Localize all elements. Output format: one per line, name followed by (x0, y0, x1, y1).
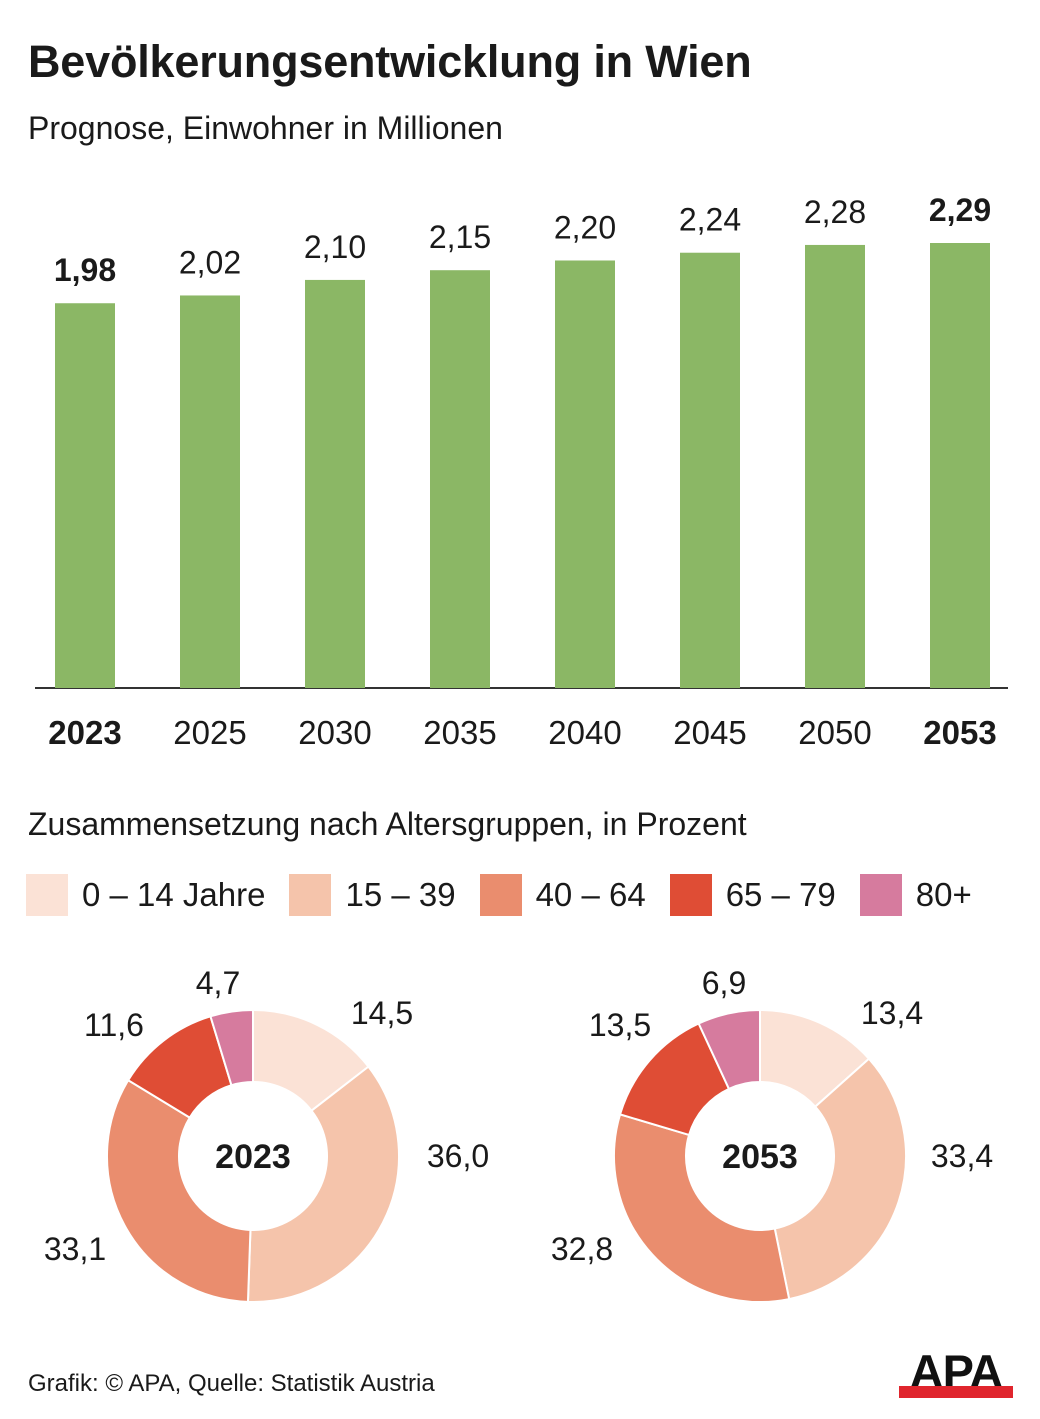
bar-2035 (430, 270, 490, 688)
donut-2053-label-40-64: 32,8 (551, 1231, 613, 1267)
x-tick-label-2030: 2030 (298, 714, 371, 751)
population-bar-chart: 1,98 2023 2,02 2025 2,10 2030 2,15 2035 2,20 2040… (35, 192, 1008, 751)
legend-swatch-0-14 (26, 874, 68, 916)
legend-swatch-40-64 (479, 874, 522, 916)
legend-swatch-15-39 (289, 874, 332, 916)
legend-label-40-64: 40 – 64 (535, 876, 646, 913)
source-footer: Grafik: © APA, Quelle: Statistik Austria (28, 1370, 435, 1397)
legend-swatch-65-79 (669, 874, 712, 916)
x-tick-label-2050: 2050 (798, 714, 871, 751)
donut-2053-slice-40-64 (613, 1113, 791, 1303)
bar-2040 (555, 260, 615, 688)
bar-value-label-2030: 2,10 (304, 229, 366, 265)
donut-2053-slice-15-39 (773, 1057, 907, 1301)
chart-subtitle: Prognose, Einwohner in Millionen (28, 110, 503, 146)
legend-label-15-39: 15 – 39 (345, 876, 456, 913)
bar-value-label-2025: 2,02 (179, 244, 241, 280)
donut-2053-label-65-79: 13,5 (589, 1007, 651, 1043)
donut-2053-slice-80-plus (697, 1008, 761, 1091)
legend-item-40-64: 40 – 64 (479, 874, 646, 916)
legend-item-15-39: 15 – 39 (289, 874, 456, 916)
legend-item-65-79: 65 – 79 (669, 874, 836, 916)
x-tick-label-2045: 2045 (673, 714, 746, 751)
apa-logo: APA (899, 1345, 1013, 1398)
x-tick-label-2025: 2025 (173, 714, 246, 751)
x-tick-label-2040: 2040 (548, 714, 621, 751)
donut-2023-label-80-plus: 4,7 (196, 965, 240, 1001)
bar-2023 (55, 303, 115, 688)
bar-2045 (680, 252, 740, 688)
age-groups-title: Zusammensetzung nach Altersgruppen, in P… (28, 806, 747, 842)
legend-item-0-14: 0 – 14 Jahre (26, 874, 265, 916)
apa-logo-bar (899, 1386, 1013, 1398)
legend-label-0-14: 0 – 14 Jahre (82, 876, 266, 913)
bar-value-label-2045: 2,24 (679, 202, 741, 238)
bar-2025 (180, 295, 240, 688)
donut-2023-slice-15-39 (246, 1065, 400, 1303)
legend-label-80-plus: 80+ (915, 876, 972, 913)
donut-2023-slice-40-64 (106, 1078, 252, 1303)
bar-2030 (305, 279, 365, 688)
age-groups-legend: 0 – 14 Jahre 15 – 39 40 – 64 65 – 79 80+ (26, 874, 972, 916)
bar-value-label-2023: 1,98 (54, 252, 116, 288)
legend-label-65-79: 65 – 79 (725, 876, 836, 913)
bar-2050 (805, 244, 865, 688)
donut-2053-label-15-39: 33,4 (931, 1138, 993, 1174)
age-groups-donut-charts: 14,5 36,0 33,1 11,6 4,7 2023 13,4 33,4 32,8 13,5 6… (44, 965, 993, 1303)
donut-center-label-2023: 2023 (215, 1138, 291, 1176)
bar-value-label-2040: 2,20 (554, 209, 616, 245)
legend-item-80-plus: 80+ (859, 874, 972, 916)
chart-title: Bevölkerungsentwicklung in Wien (28, 36, 752, 87)
donut-2023-label-40-64: 33,1 (44, 1231, 106, 1267)
bar-value-label-2035: 2,15 (429, 219, 491, 255)
donut-center-label-2053: 2053 (722, 1138, 798, 1176)
x-tick-label-2023: 2023 (48, 714, 121, 751)
donut-2023-label-65-79: 11,6 (84, 1007, 144, 1043)
legend-swatch-80-plus (859, 874, 902, 916)
donut-2023-label-0-14: 14,5 (351, 995, 413, 1031)
donut-2023-slice-80-plus (209, 1008, 254, 1087)
donut-2053-label-80-plus: 6,9 (702, 965, 746, 1001)
x-tick-label-2035: 2035 (423, 714, 496, 751)
bar-value-label-2053: 2,29 (929, 192, 991, 228)
donut-2053-label-0-14: 13,4 (861, 995, 923, 1031)
bar-value-label-2050: 2,28 (804, 194, 866, 230)
bar-2053 (930, 243, 990, 688)
donut-2023-label-15-39: 36,0 (427, 1138, 489, 1174)
x-tick-label-2053: 2053 (923, 714, 996, 751)
